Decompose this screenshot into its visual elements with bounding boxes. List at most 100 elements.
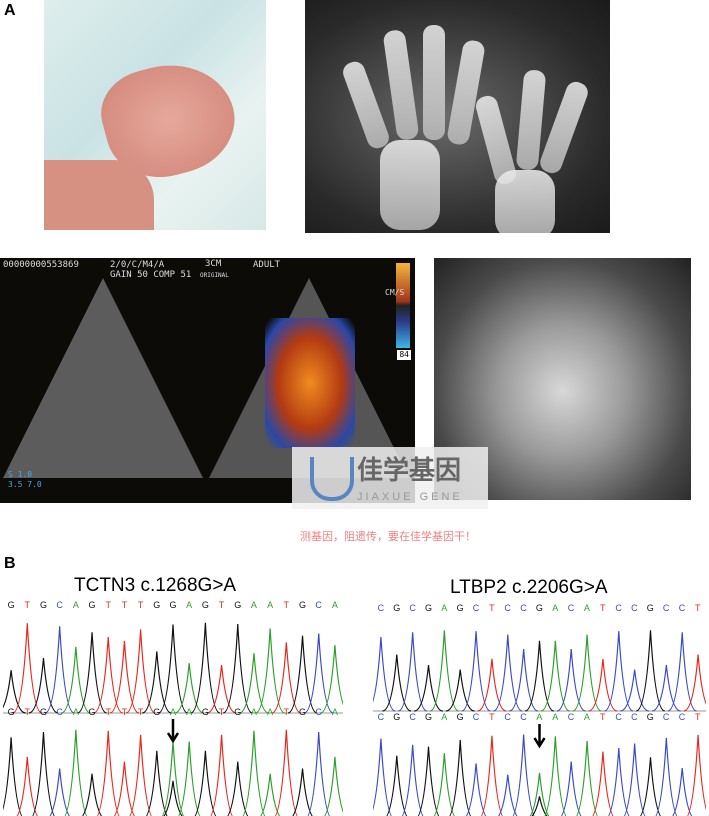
base-call: G: [298, 600, 306, 610]
base-call: T: [218, 707, 225, 717]
peak-G: [222, 624, 253, 714]
peak-C: [509, 648, 539, 712]
peak-C: [303, 633, 334, 714]
peak-T: [592, 751, 614, 816]
base-call: A: [552, 603, 559, 613]
peak-A: [320, 645, 343, 714]
peak-C: [620, 669, 650, 712]
tctn3-title: TCTN3 c.1268G>A: [74, 575, 237, 596]
base-call: G: [456, 712, 464, 722]
base-call: A: [441, 712, 448, 722]
base-call: C: [56, 600, 63, 610]
base-call: G: [7, 707, 15, 717]
logo-english: JIAXUE GENE: [357, 491, 463, 503]
base-call: G: [456, 603, 464, 613]
peak-T: [125, 629, 156, 714]
peak-G: [531, 796, 548, 816]
peak-C: [672, 767, 693, 816]
base-call: G: [298, 707, 306, 717]
trace: [3, 719, 343, 816]
peak-T: [588, 658, 618, 712]
base-call: C: [315, 707, 322, 717]
peak-A: [576, 740, 599, 816]
echo-id: 00000000553869: [3, 260, 79, 270]
base-call: C: [631, 712, 638, 722]
peak-G: [414, 664, 443, 712]
base-call: T: [218, 600, 225, 610]
peak-G: [28, 658, 59, 714]
base-call: G: [535, 603, 543, 613]
peak-A: [433, 753, 455, 816]
peak-G: [287, 635, 318, 714]
base-call: C: [567, 603, 575, 613]
base-call: T: [599, 603, 606, 613]
base-call: C: [472, 712, 480, 722]
peak-C: [401, 744, 424, 816]
base-call: T: [695, 603, 701, 613]
base-call: G: [153, 707, 161, 717]
logo-chinese: 佳学基因: [357, 455, 462, 485]
base-call: G: [234, 707, 242, 717]
echo-units: CM/S: [385, 288, 405, 297]
base-call: A: [331, 707, 338, 717]
peak-A: [324, 756, 343, 816]
base-call: A: [583, 712, 590, 722]
base-call: T: [489, 712, 495, 722]
base-call: A: [441, 603, 448, 613]
peak-A: [64, 729, 88, 816]
peak-C: [398, 632, 428, 712]
peak-C: [560, 761, 582, 816]
base-call: C: [315, 600, 322, 610]
peak-C: [49, 768, 70, 816]
peak-T: [206, 665, 237, 714]
base-call: G: [646, 603, 654, 613]
base-call: G: [393, 712, 401, 722]
peak-A: [174, 663, 204, 714]
base-call: G: [424, 712, 432, 722]
base-call: G: [424, 603, 432, 613]
base-call: C: [615, 712, 622, 722]
base-call: A: [536, 712, 543, 722]
base-call: G: [39, 707, 47, 717]
dna-logo-icon: [310, 457, 354, 501]
velocity-colorbar: [396, 263, 410, 348]
base-call: T: [137, 707, 144, 717]
peak-T: [93, 636, 124, 714]
base-call: C: [662, 603, 670, 613]
base-call: A: [331, 600, 338, 610]
watermark-logo: 佳学基因 JIAXUE GENE: [292, 447, 488, 509]
peak-G: [639, 757, 662, 816]
base-call: C: [472, 603, 480, 613]
peak-G: [636, 630, 665, 712]
base-call: A: [250, 707, 257, 717]
base-call: A: [72, 600, 79, 610]
peak-G: [145, 750, 168, 816]
peak-G: [163, 780, 183, 816]
base-call: A: [267, 600, 274, 610]
base-call: C: [678, 712, 686, 722]
peak-T: [96, 730, 120, 816]
peak-C: [655, 737, 678, 816]
peak-T: [274, 729, 298, 816]
base-call: C: [377, 603, 385, 613]
base-call: C: [409, 603, 416, 613]
peak-A: [161, 741, 185, 816]
base-call: G: [646, 712, 654, 722]
panel-b-label: B: [4, 555, 16, 572]
peak-G: [449, 739, 472, 816]
peak-G: [227, 761, 249, 816]
echo-gain: GAIN 50 COMP 51: [110, 270, 192, 280]
trace: [3, 622, 343, 714]
base-call: C: [567, 712, 575, 722]
peak-T: [129, 734, 152, 816]
base-call: T: [105, 600, 111, 610]
peak-T: [16, 756, 39, 816]
peak-G: [382, 654, 412, 712]
trace: [373, 630, 706, 712]
peak-C: [465, 763, 487, 816]
base-call: A: [552, 712, 559, 722]
peak-A: [239, 653, 269, 714]
